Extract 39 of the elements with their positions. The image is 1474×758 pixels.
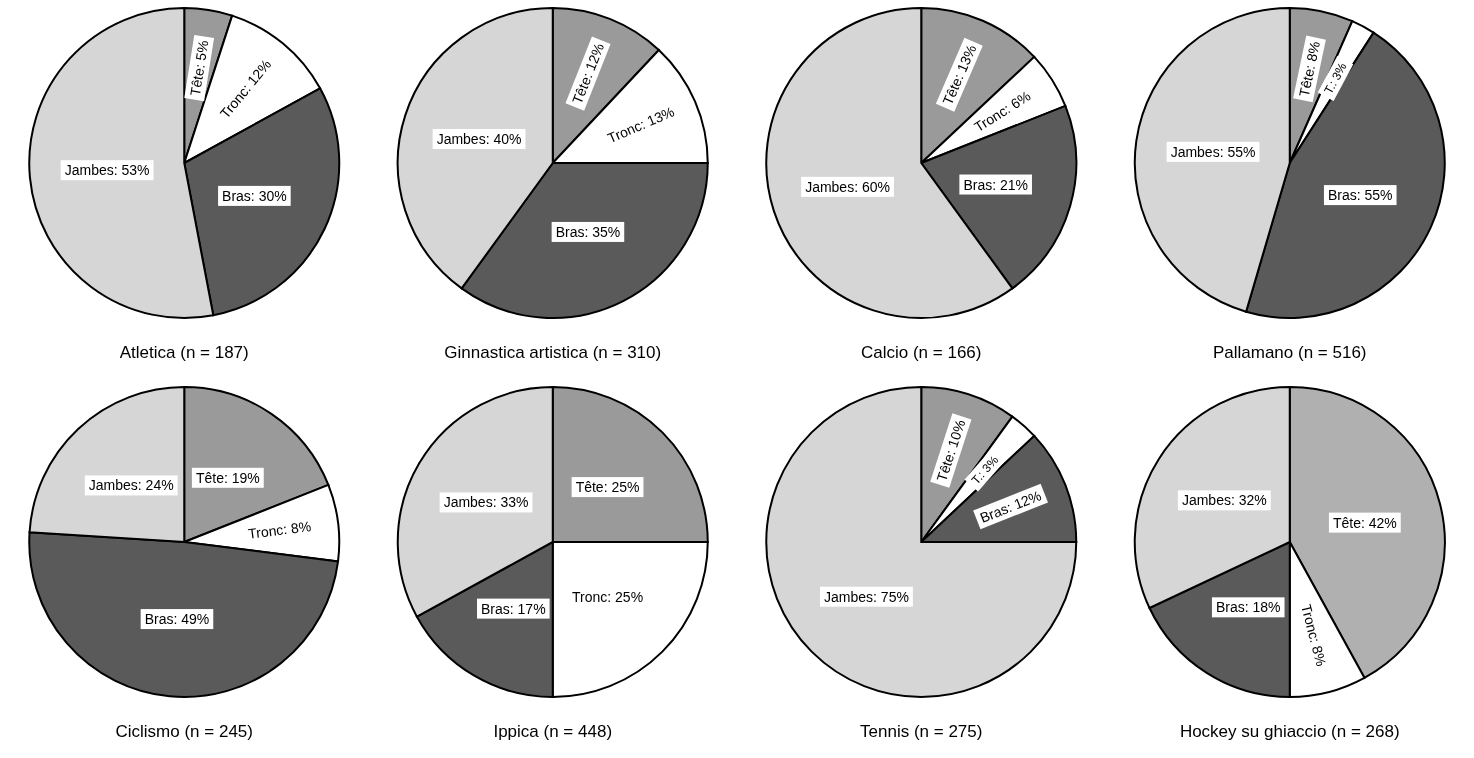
slice-label: Tête: 8%: [1295, 39, 1324, 99]
text: Ippica (n = 448): [493, 722, 613, 741]
slice-label: Bras: 49%: [144, 611, 210, 628]
text: Ciclismo (n = 245): [115, 722, 253, 741]
slice-label: Bras: 12%: [977, 487, 1044, 526]
slice-label: Tête: 5%: [186, 39, 212, 97]
text: Calcio (n = 166): [861, 343, 982, 362]
slice-label: Bras: 18%: [1215, 599, 1281, 616]
text: Hockey su ghiaccio (n = 268): [1179, 722, 1400, 741]
slice-label: Tête: 10%: [933, 417, 969, 484]
slice-label: Bras: 21%: [963, 176, 1028, 193]
text: Atletica (n = 187): [119, 343, 249, 362]
slice-label: Jambes: 32%: [1181, 492, 1267, 509]
slice-label: Bras: 35%: [555, 223, 621, 240]
slice-label: Tronc: 25%: [572, 588, 644, 605]
slice-label: Bras: 55%: [1327, 187, 1393, 204]
slice-label: Bras: 30%: [222, 187, 287, 204]
text: Pallamano (n = 516): [1212, 343, 1367, 362]
slice-label: Tête: 13%: [939, 42, 980, 108]
slice-label: Tronc: 8%: [1298, 602, 1330, 668]
slice-label: Jambes: 24%: [88, 477, 174, 494]
slice-label: Tête: 25%: [575, 479, 640, 496]
slice-label: Tronc: 13%: [605, 103, 677, 147]
slice-label: T.: 3%: [968, 452, 1002, 488]
text: Ginnastica artistica (n = 310): [444, 343, 662, 362]
slice-label: Jambes: 60%: [805, 178, 890, 195]
slice-label: Tête: 19%: [195, 469, 260, 486]
slice-label: Jambes: 53%: [64, 162, 150, 179]
slice-label: T.: 3%: [1321, 60, 1350, 97]
slice-label: Jambes: 33%: [443, 494, 529, 511]
text: Tennis (n = 275): [860, 722, 983, 741]
slice-label: Jambes: 55%: [1170, 143, 1256, 160]
slice-label: Tête: 42%: [1332, 514, 1397, 531]
pie-slice: [765, 386, 1078, 698]
slice-label: Jambes: 75%: [824, 588, 909, 605]
slice-label: Tronc: 8%: [247, 517, 312, 542]
slice-label: Tête: 12%: [568, 40, 608, 107]
slice-label: Jambes: 40%: [436, 130, 522, 147]
slice-label: Bras: 17%: [481, 600, 546, 617]
